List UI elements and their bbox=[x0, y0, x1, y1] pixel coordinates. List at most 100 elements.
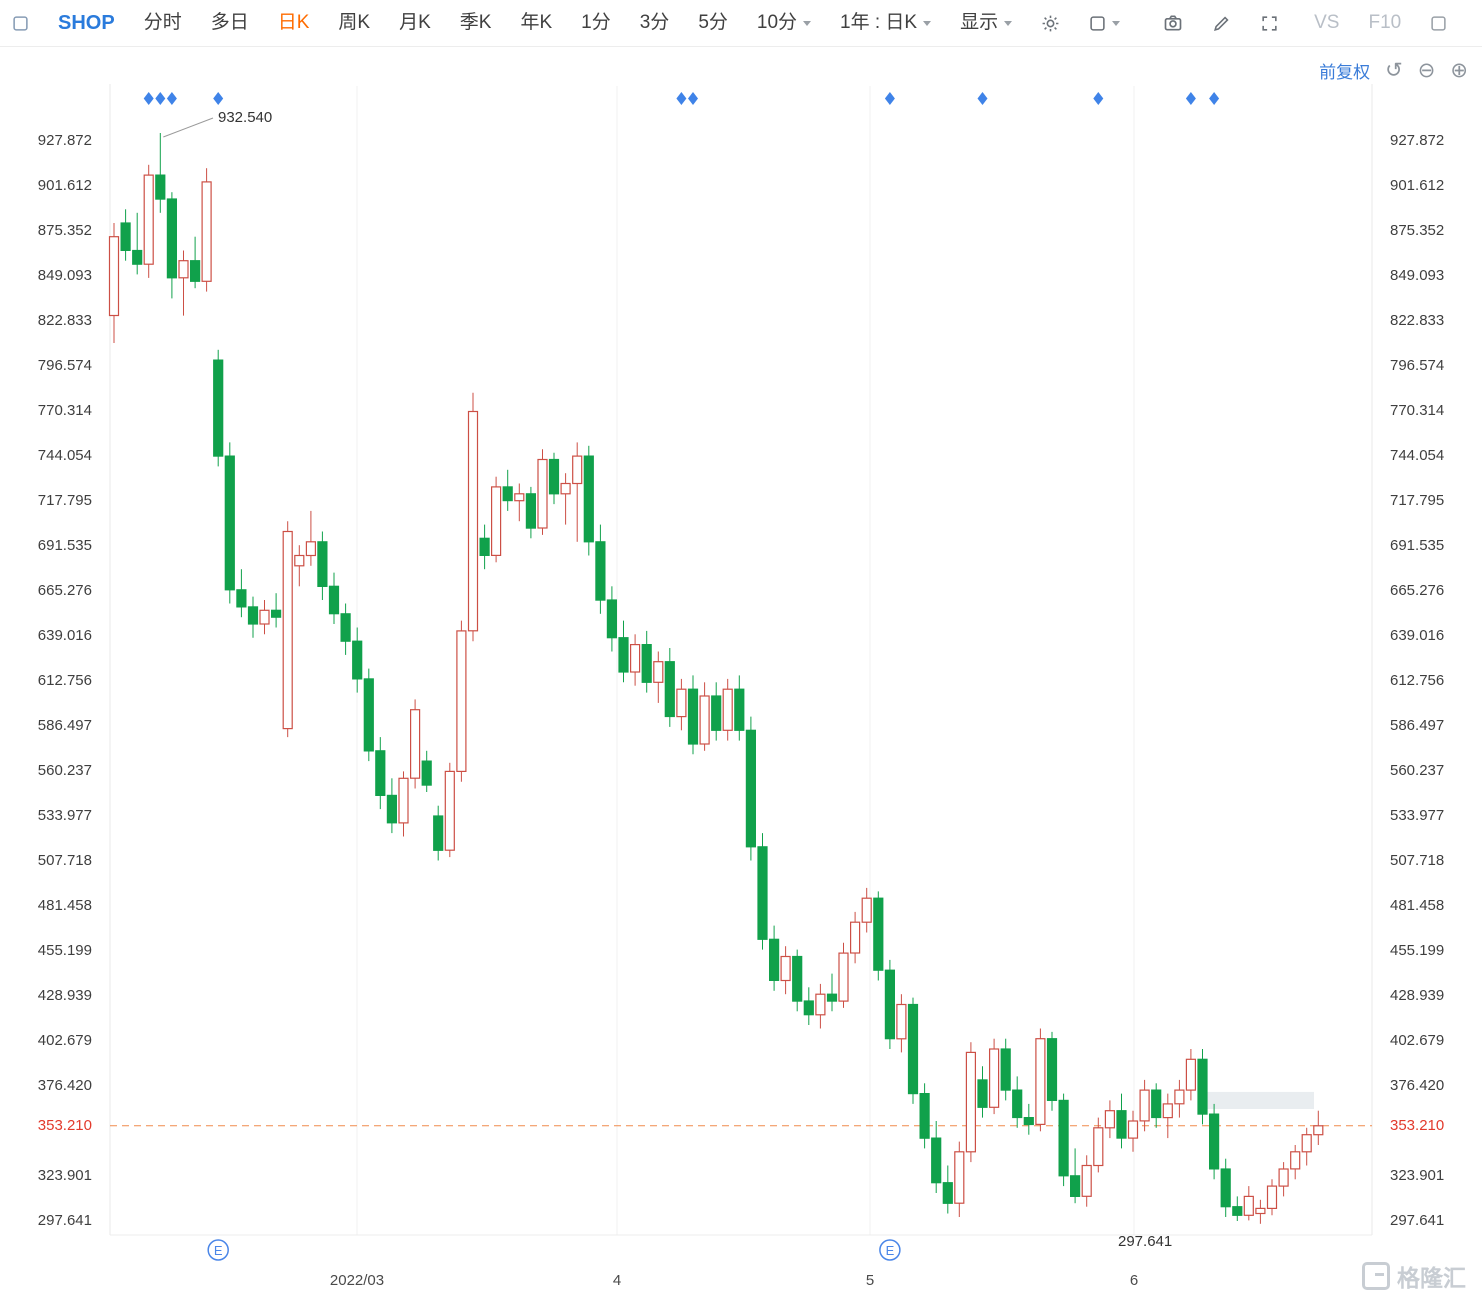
chart-window-icon[interactable] bbox=[12, 15, 29, 32]
y-axis-tick: 560.237 bbox=[37, 762, 92, 779]
layout-icon[interactable] bbox=[1089, 15, 1121, 32]
y-axis-tick: 586.497 bbox=[1390, 717, 1445, 734]
undo-icon[interactable]: ↺ bbox=[1385, 58, 1403, 82]
candlestick-chart[interactable]: E E 932.540 297.641 bbox=[0, 46, 1482, 1299]
chevron-down-icon bbox=[923, 20, 932, 26]
fullscreen-icon[interactable] bbox=[1260, 14, 1279, 33]
chart-region: E E 932.540 297.641 927.872 901.612 875.352 84… bbox=[0, 46, 1482, 1299]
y-axis-tick: 901.612 bbox=[1390, 177, 1445, 194]
y-axis-tick: 507.718 bbox=[1390, 852, 1445, 869]
tab-weekly-k[interactable]: 周K bbox=[338, 0, 370, 46]
y-axis-tick: 796.574 bbox=[1390, 357, 1445, 374]
y-axis-tick: 875.352 bbox=[1390, 222, 1445, 239]
svg-text:E: E bbox=[886, 1243, 895, 1258]
tab-intraday[interactable]: 分时 bbox=[144, 0, 182, 46]
chevron-down-icon bbox=[1112, 20, 1121, 26]
y-axis-tick: 770.314 bbox=[37, 402, 92, 419]
zoom-out-icon[interactable]: ⊖ bbox=[1417, 58, 1436, 82]
f10-button-label: F10 bbox=[1368, 12, 1402, 33]
display-select[interactable]: 显示 bbox=[960, 0, 1013, 46]
y-axis-tick: 612.756 bbox=[37, 672, 92, 689]
screenshot-icon[interactable] bbox=[1163, 13, 1183, 33]
event-diamond-icon[interactable] bbox=[884, 92, 895, 105]
event-diamond-icon[interactable] bbox=[1093, 92, 1104, 105]
y-axis-tick: 822.833 bbox=[37, 312, 92, 329]
f10-button[interactable]: F10 bbox=[1368, 0, 1401, 46]
earnings-marker[interactable]: E bbox=[879, 1239, 901, 1261]
side-panel-icon[interactable] bbox=[1430, 15, 1447, 32]
tab-quarterly-k[interactable]: 季K bbox=[460, 0, 492, 46]
tab-weekly-k-label: 周K bbox=[338, 12, 371, 33]
y-axis-tick: 744.054 bbox=[37, 447, 92, 464]
tab-daily-k-label: 日K bbox=[277, 12, 310, 33]
y-axis-tick: 402.679 bbox=[1390, 1032, 1445, 1049]
y-axis-tick: 744.054 bbox=[1390, 447, 1445, 464]
event-diamond-icon[interactable] bbox=[1209, 92, 1220, 105]
x-axis-label: 2022/03 bbox=[329, 1272, 385, 1289]
tab-yearly-k-label: 年K bbox=[520, 12, 553, 33]
draw-icon[interactable] bbox=[1212, 14, 1231, 33]
y-axis-tick: 402.679 bbox=[37, 1032, 92, 1049]
y-axis-tick: 455.199 bbox=[1390, 942, 1445, 959]
event-diamond-icon[interactable] bbox=[688, 92, 698, 105]
y-axis-tick: 533.977 bbox=[37, 807, 92, 824]
y-axis-tick: 901.612 bbox=[37, 177, 92, 194]
y-axis-tick: 770.314 bbox=[1390, 402, 1445, 419]
current-price-label: 353.210 bbox=[37, 1116, 92, 1134]
y-axis-tick: 507.718 bbox=[37, 852, 92, 869]
tab-monthly-k[interactable]: 月K bbox=[399, 0, 431, 46]
y-axis-tick: 927.872 bbox=[1390, 132, 1445, 149]
adjust-mode-button[interactable]: 前复权 bbox=[1319, 63, 1371, 82]
vs-button[interactable]: VS bbox=[1314, 0, 1339, 46]
svg-text:E: E bbox=[214, 1243, 223, 1258]
range-period-select[interactable]: 1年 : 日K bbox=[840, 0, 932, 46]
y-axis-tick: 297.641 bbox=[37, 1212, 92, 1229]
settings-icon[interactable] bbox=[1041, 14, 1060, 33]
tab-quarterly-k-label: 季K bbox=[459, 12, 492, 33]
event-diamond-icon[interactable] bbox=[676, 92, 687, 105]
y-axis-tick: 691.535 bbox=[1390, 537, 1445, 554]
event-diamond-icon[interactable] bbox=[1185, 92, 1196, 105]
y-axis-tick: 849.093 bbox=[1390, 267, 1445, 284]
tab-10min[interactable]: 10分 bbox=[756, 0, 812, 46]
y-axis-tick: 639.016 bbox=[37, 627, 92, 644]
candles-layer[interactable] bbox=[108, 133, 1324, 1224]
tab-3min[interactable]: 3分 bbox=[640, 0, 670, 46]
y-axis-tick: 323.901 bbox=[37, 1167, 92, 1184]
y-axis-tick: 849.093 bbox=[37, 267, 92, 284]
earnings-marker[interactable]: E bbox=[207, 1239, 229, 1261]
tab-5min[interactable]: 5分 bbox=[698, 0, 728, 46]
y-axis-tick: 665.276 bbox=[37, 582, 92, 599]
chevron-down-icon bbox=[1004, 20, 1013, 26]
event-diamond-icon[interactable] bbox=[213, 92, 224, 105]
vs-button-label: VS bbox=[1314, 12, 1340, 33]
gelonghui-logo-icon bbox=[1362, 1262, 1390, 1290]
tab-daily-k[interactable]: 日K bbox=[278, 0, 310, 46]
tab-multiday-label: 多日 bbox=[210, 12, 249, 33]
x-axis-label: 5 bbox=[865, 1272, 875, 1289]
y-axis-tick: 639.016 bbox=[1390, 627, 1445, 644]
symbol-label[interactable]: SHOP bbox=[58, 0, 115, 46]
tab-yearly-k[interactable]: 年K bbox=[520, 0, 552, 46]
event-diamond-icon[interactable] bbox=[166, 92, 177, 105]
y-axis-tick: 560.237 bbox=[1390, 762, 1445, 779]
y-axis-tick: 822.833 bbox=[1390, 312, 1445, 329]
display-select-label: 显示 bbox=[960, 12, 999, 33]
event-diamond-icon[interactable] bbox=[977, 92, 988, 105]
y-axis-tick: 875.352 bbox=[37, 222, 92, 239]
chart-controls: 前复权 ↺ ⊖ ⊕ bbox=[1319, 58, 1468, 83]
tab-5min-label: 5分 bbox=[698, 12, 728, 33]
y-axis-tick: 612.756 bbox=[1390, 672, 1445, 689]
tab-multiday[interactable]: 多日 bbox=[211, 0, 249, 46]
y-axis-tick: 481.458 bbox=[37, 897, 92, 914]
tab-1min[interactable]: 1分 bbox=[581, 0, 611, 46]
x-axis-label: 4 bbox=[612, 1272, 622, 1289]
zoom-in-icon[interactable]: ⊕ bbox=[1450, 58, 1468, 82]
y-axis-tick: 691.535 bbox=[37, 537, 92, 554]
event-diamond-icon[interactable] bbox=[143, 92, 154, 105]
current-price-label: 353.210 bbox=[1390, 1116, 1445, 1134]
tab-monthly-k-label: 月K bbox=[399, 12, 431, 33]
tab-10min-label: 10分 bbox=[756, 12, 798, 33]
event-diamond-icon[interactable] bbox=[155, 92, 166, 105]
